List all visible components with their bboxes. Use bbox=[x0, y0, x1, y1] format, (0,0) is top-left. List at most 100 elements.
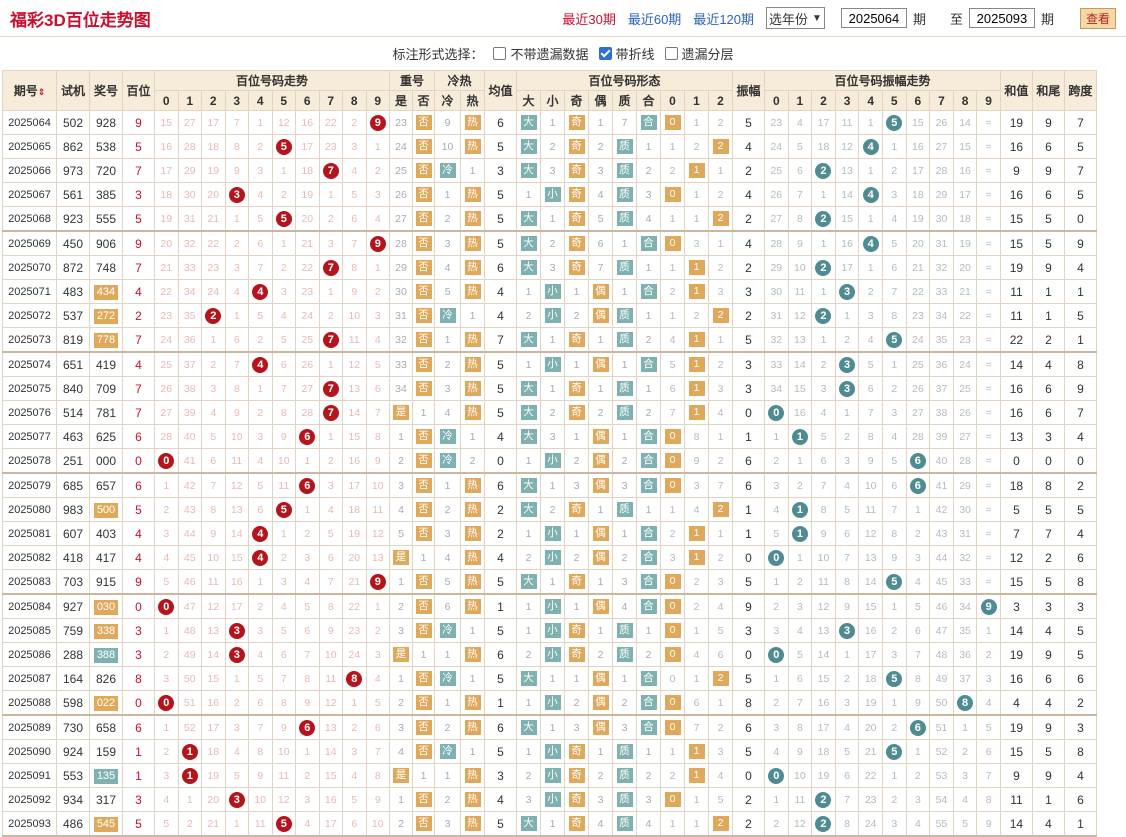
zf-trend-cell: 15 bbox=[835, 207, 859, 232]
route-cell: 0 bbox=[661, 667, 685, 691]
zf-trend-cell: 38 bbox=[930, 401, 954, 425]
shape-cell: 小 bbox=[541, 594, 565, 619]
query-button[interactable]: 查看 bbox=[1080, 8, 1116, 29]
zf-trend-cell: 19 bbox=[906, 207, 930, 232]
tag-badge: 否 bbox=[416, 429, 432, 444]
span-cell: 4 bbox=[1064, 764, 1096, 788]
link-recent-60[interactable]: 最近60期 bbox=[628, 9, 681, 28]
zf-trend-cell: 9 bbox=[788, 740, 812, 764]
checkbox-miss-layer[interactable] bbox=[665, 47, 678, 60]
draw-cell: 338 bbox=[90, 619, 123, 643]
trial-cell: 418 bbox=[57, 546, 90, 570]
shape-cell: 2 bbox=[613, 691, 637, 716]
shape-cell: 奇 bbox=[565, 135, 589, 159]
amplitude-cell: 9 bbox=[733, 594, 765, 619]
lengre-cell: 热 bbox=[461, 691, 485, 716]
trend-cell: 7 bbox=[296, 643, 320, 667]
hit-ball: 3 bbox=[229, 792, 245, 808]
zf-trend-cell: 33 bbox=[930, 280, 954, 304]
checkbox-no-miss[interactable] bbox=[493, 47, 506, 60]
zf-trend-cell: 9 bbox=[812, 522, 836, 546]
draw-cell: 500 bbox=[90, 498, 123, 522]
hundreds-cell: 5 bbox=[123, 498, 155, 522]
zf-trend-cell: 42 bbox=[930, 498, 954, 522]
draw-cell: 000 bbox=[90, 449, 123, 474]
shape-cell: 大 bbox=[517, 715, 541, 740]
hundreds-cell: 7 bbox=[123, 328, 155, 353]
tag-badge: 否 bbox=[416, 671, 432, 686]
route-cell: 4 bbox=[661, 328, 685, 353]
zf-trend-cell: 5 bbox=[835, 498, 859, 522]
zf-trend-cell: 14 bbox=[788, 352, 812, 377]
shape-cell: 偶 bbox=[589, 691, 613, 716]
sort-icon[interactable]: ⇕ bbox=[38, 87, 46, 97]
col-qh[interactable]: 期号⇕ bbox=[3, 71, 57, 111]
route-badge: 1 bbox=[689, 163, 705, 178]
route-badge: 2 bbox=[713, 816, 729, 831]
zf-trend-cell: 30 bbox=[953, 498, 977, 522]
route-cell: 1 bbox=[685, 619, 709, 643]
trial-cell: 561 bbox=[57, 183, 90, 207]
trend-cell: 16 bbox=[155, 135, 179, 159]
zf-trend-cell: 55 bbox=[930, 812, 954, 837]
trend-cell: 1 bbox=[272, 522, 296, 546]
tag-badge: 否 bbox=[416, 332, 432, 347]
link-recent-30[interactable]: 最近30期 bbox=[562, 9, 615, 28]
issue-cell: 2025067 bbox=[3, 183, 57, 207]
zf-trend-cell: 40 bbox=[930, 449, 954, 474]
checkbox-polyline[interactable] bbox=[599, 47, 612, 60]
shape-cell: 奇 bbox=[565, 788, 589, 812]
amplitude-cell: 0 bbox=[733, 401, 765, 425]
trend-cell: 5 bbox=[272, 328, 296, 353]
trend-cell: 9 bbox=[225, 401, 249, 425]
zf-trend-cell: 9 bbox=[835, 594, 859, 619]
zf-trend-cell: 8 bbox=[882, 522, 906, 546]
issue-cell: 2025093 bbox=[3, 812, 57, 837]
option-no-miss[interactable]: 不带遗漏数据 bbox=[493, 44, 588, 63]
trend-cell: 6 bbox=[366, 715, 390, 740]
shape-cell: 3 bbox=[589, 159, 613, 183]
trial-cell: 502 bbox=[57, 111, 90, 135]
mean-cell: 5 bbox=[485, 135, 517, 159]
shape-cell: 3 bbox=[589, 788, 613, 812]
trend-cell: 52 bbox=[178, 715, 202, 740]
year-select[interactable]: 选年份 ▼ bbox=[766, 7, 825, 29]
mean-cell: 5 bbox=[485, 740, 517, 764]
shape-cell: 1 bbox=[565, 280, 589, 304]
trend-cell: 12 bbox=[366, 522, 390, 546]
tag-badge: 热 bbox=[465, 526, 481, 541]
shape-cell: 1 bbox=[517, 594, 541, 619]
col-sj: 试机 bbox=[57, 71, 90, 111]
zf-trend-cell: 2 bbox=[882, 788, 906, 812]
tag-badge: 偶 bbox=[593, 671, 609, 686]
shape-cell: 2 bbox=[637, 764, 661, 788]
zf-trend-cell: 8 bbox=[953, 691, 977, 716]
shape-cell: 5 bbox=[589, 207, 613, 232]
amplitude-cell: 5 bbox=[733, 111, 765, 135]
tag-badge: 奇 bbox=[569, 574, 585, 589]
trend-cell: 3 bbox=[272, 280, 296, 304]
shape-cell: 质 bbox=[613, 377, 637, 401]
trend-cell: 10 bbox=[225, 425, 249, 449]
shape-cell: 1 bbox=[517, 449, 541, 474]
from-issue-input[interactable] bbox=[841, 8, 907, 28]
zf-trend-cell: 7 bbox=[788, 691, 812, 716]
zf-trend-cell: 21 bbox=[859, 740, 883, 764]
zf-trend-cell: 31 bbox=[953, 522, 977, 546]
shape-cell: 小 bbox=[541, 280, 565, 304]
lengre-cell: 2 bbox=[435, 207, 461, 232]
link-recent-120[interactable]: 最近120期 bbox=[693, 9, 754, 28]
trend-cell: 21 bbox=[202, 812, 226, 837]
hit-ball: 2 bbox=[205, 308, 221, 324]
trend-cell: 2 bbox=[225, 691, 249, 716]
to-issue-input[interactable] bbox=[969, 8, 1035, 28]
chonghao-cell: 25 bbox=[390, 159, 413, 183]
amplitude-ball: 5 bbox=[886, 332, 902, 348]
zf-trend-cell: 3 bbox=[765, 473, 789, 498]
option-polyline[interactable]: 带折线 bbox=[599, 44, 655, 63]
trial-cell: 288 bbox=[57, 643, 90, 667]
amplitude-cell: 5 bbox=[733, 328, 765, 353]
trend-cell: 24 bbox=[155, 328, 179, 353]
shape-cell: 3 bbox=[613, 715, 637, 740]
option-miss-layer[interactable]: 遗漏分层 bbox=[665, 44, 734, 63]
